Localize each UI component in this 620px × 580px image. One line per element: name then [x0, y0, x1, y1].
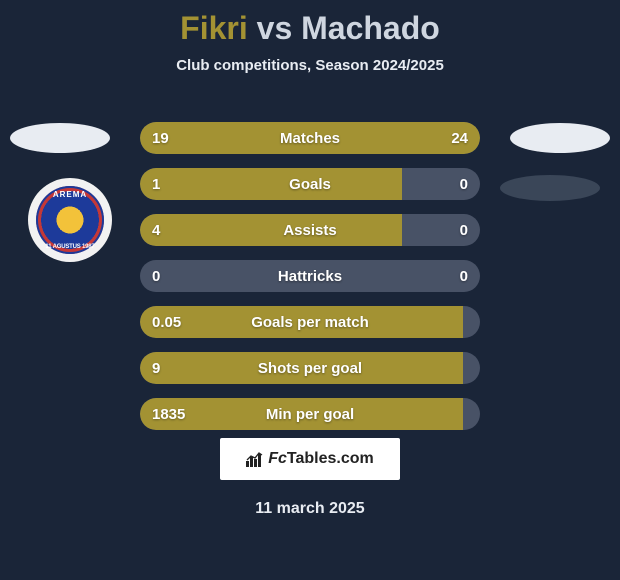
brand-logo: FcTables.com: [220, 438, 400, 480]
vs-label: vs: [257, 10, 293, 46]
comparison-card: Fikri vs Machado Club competitions, Seas…: [0, 0, 620, 580]
club-logo-badge: AREMA 11 AGUSTUS 1987: [36, 186, 104, 254]
stat-row: 1924Matches: [140, 122, 480, 154]
player2-marker-ellipse: [510, 123, 610, 153]
footer-date: 11 march 2025: [0, 500, 620, 518]
stat-label: Goals per match: [140, 306, 480, 338]
stat-label: Min per goal: [140, 398, 480, 430]
stat-label: Goals: [140, 168, 480, 200]
stat-label: Shots per goal: [140, 352, 480, 384]
subtitle: Club competitions, Season 2024/2025: [0, 57, 620, 74]
club-logo: AREMA 11 AGUSTUS 1987: [28, 178, 112, 262]
stat-label: Assists: [140, 214, 480, 246]
stat-row: 9Shots per goal: [140, 352, 480, 384]
club-logo-date: 11 AGUSTUS 1987: [36, 244, 104, 250]
stat-row: 1835Min per goal: [140, 398, 480, 430]
brand-text-post: Tables.com: [287, 450, 374, 468]
club-logo-name: AREMA: [36, 190, 104, 199]
stat-row: 40Assists: [140, 214, 480, 246]
stat-label: Hattricks: [140, 260, 480, 292]
player2-name: Machado: [301, 10, 440, 46]
brand-text-pre: Fc: [268, 450, 287, 468]
stat-row: 10Goals: [140, 168, 480, 200]
stat-row: 00Hattricks: [140, 260, 480, 292]
player2-marker-shadow: [500, 175, 600, 201]
brand-chart-icon: [246, 451, 264, 467]
stat-row: 0.05Goals per match: [140, 306, 480, 338]
player1-marker-ellipse: [10, 123, 110, 153]
stat-label: Matches: [140, 122, 480, 154]
stats-chart: 1924Matches 10Goals 40Assists 00Hattricks 0.…: [140, 122, 480, 444]
player1-name: Fikri: [180, 10, 248, 46]
page-title: Fikri vs Machado: [0, 10, 620, 47]
